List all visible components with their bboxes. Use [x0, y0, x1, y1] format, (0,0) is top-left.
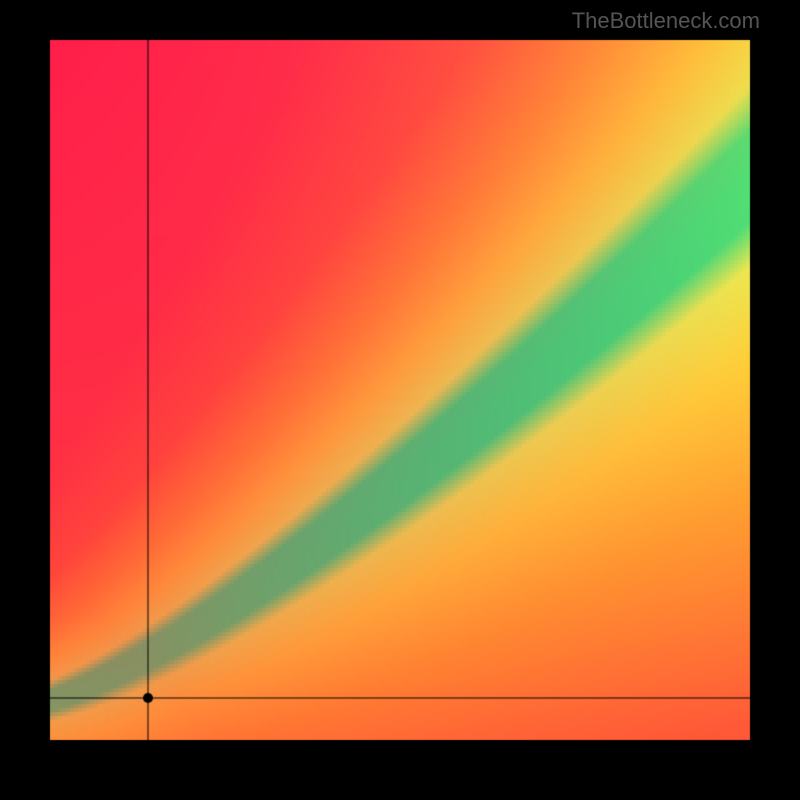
chart-container: TheBottleneck.com: [0, 0, 800, 800]
watermark-text: TheBottleneck.com: [572, 8, 760, 34]
heatmap-canvas: [0, 0, 800, 800]
